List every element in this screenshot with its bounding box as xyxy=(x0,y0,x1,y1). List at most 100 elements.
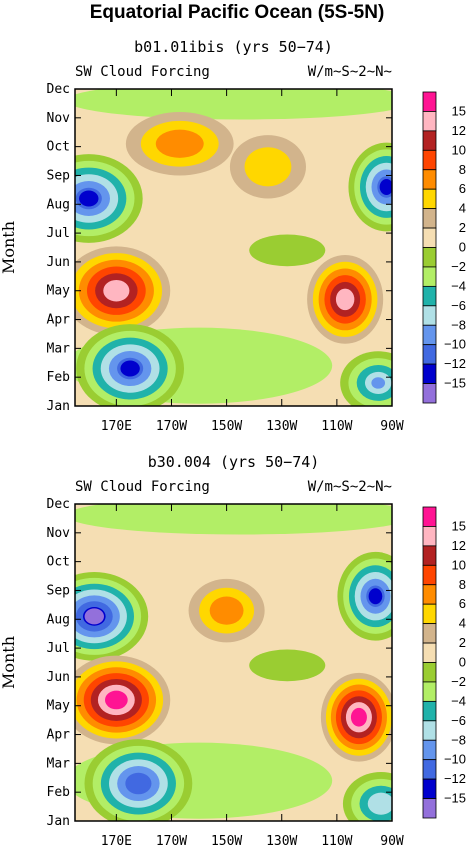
x-tick-label: 90W xyxy=(380,834,404,849)
contour-feature xyxy=(75,655,171,745)
plot-frame xyxy=(74,503,393,822)
contour-feature xyxy=(125,112,234,176)
colorbar-2: 15 12 10 8 6 4 2 0 −2 −4 −6 −8 −10 −12 −15 xyxy=(422,506,466,819)
colorbar-label: −4 xyxy=(451,278,466,293)
contour-feature xyxy=(307,254,384,344)
y-tick-label: May xyxy=(47,699,71,714)
colorbar-label: 10 xyxy=(452,142,466,157)
colorbar-box xyxy=(422,584,437,605)
colorbar-box xyxy=(422,700,437,722)
colorbar-box xyxy=(422,545,437,566)
band-mid xyxy=(249,649,326,682)
colorbar-box xyxy=(422,208,437,229)
colorbar-box xyxy=(422,642,437,663)
contour-core xyxy=(219,604,234,617)
colorbar-box xyxy=(422,130,437,151)
colorbar-box xyxy=(422,247,437,268)
contour-feature xyxy=(342,772,392,821)
band-mid xyxy=(249,234,326,267)
contour-core xyxy=(352,709,366,726)
plot-frame xyxy=(74,88,393,407)
colorbar-box xyxy=(422,91,437,112)
contour-core xyxy=(368,588,383,605)
colorbar-label: 10 xyxy=(452,557,466,572)
contour-core xyxy=(106,282,127,299)
colorbar-box xyxy=(422,169,437,190)
colorbar-label: −10 xyxy=(444,752,466,767)
contour-core xyxy=(79,190,99,207)
contour-feature xyxy=(229,135,306,199)
x-tick-label: 110W xyxy=(321,834,352,849)
colorbar-label: −8 xyxy=(451,732,466,747)
colorbar-label: −15 xyxy=(444,376,466,391)
colorbar-label: −6 xyxy=(451,713,466,728)
y-axis-label: Month xyxy=(0,221,18,274)
contour-core xyxy=(338,291,352,308)
left-label: SW Cloud Forcing xyxy=(75,479,210,495)
colorbar-box xyxy=(422,720,437,741)
colorbar-label: 6 xyxy=(459,596,466,611)
colorbar-label: 8 xyxy=(459,577,466,592)
colorbar-box xyxy=(422,149,437,171)
colorbar-1: 15 12 10 8 6 4 2 0 −2 −4 −6 −8 −10 −12 −15 xyxy=(422,91,466,404)
y-tick-label: Nov xyxy=(47,111,71,126)
y-tick-label: Aug xyxy=(47,197,70,212)
y-tick-label: Apr xyxy=(47,728,71,743)
colorbar-box xyxy=(422,662,437,683)
y-tick-label: May xyxy=(47,284,71,299)
left-label: SW Cloud Forcing xyxy=(75,64,210,80)
colorbar-label: −15 xyxy=(444,791,466,806)
contour-feature xyxy=(75,246,171,336)
colorbar-box xyxy=(422,506,437,527)
colorbars: 15 12 10 8 6 4 2 0 −2 −4 −6 −8 −10 −12 −15 15 12 10 8 6 4 2 0 −… xyxy=(422,91,466,819)
contour-feature xyxy=(340,351,392,406)
colorbar-box xyxy=(422,798,437,819)
panel-title: b01.01ibis (yrs 50−74) xyxy=(134,38,333,56)
colorbar-label: 15 xyxy=(452,103,466,118)
colorbar-box xyxy=(422,603,437,625)
colorbar-box xyxy=(422,759,437,780)
y-axis-label: Month xyxy=(0,636,18,689)
plots: b01.01ibis (yrs 50−74) SW Cloud Forcing W/… xyxy=(0,38,404,849)
colorbar-label: −6 xyxy=(451,298,466,313)
colorbar-box xyxy=(422,324,437,346)
colorbar-label: −10 xyxy=(444,337,466,352)
x-tick-label: 90W xyxy=(380,419,404,434)
x-tick-label: 130W xyxy=(266,834,297,849)
right-label: W/m~S~2~N~ xyxy=(308,64,392,80)
colorbar-label: 15 xyxy=(452,518,466,533)
contour-feature xyxy=(76,324,185,406)
panel-title: b30.004 (yrs 50−74) xyxy=(148,453,320,471)
contour-feature xyxy=(337,551,392,641)
colorbar-label: −12 xyxy=(444,356,466,371)
plot-panel-1: b01.01ibis (yrs 50−74) SW Cloud Forcing W/… xyxy=(0,38,404,434)
contour-core xyxy=(84,608,104,625)
colorbar-label: −8 xyxy=(451,317,466,332)
colorbar-label: 0 xyxy=(459,240,466,255)
contour-core xyxy=(120,360,140,377)
y-tick-label: Aug xyxy=(47,612,70,627)
x-tick-label: 150W xyxy=(211,419,242,434)
right-label: W/m~S~2~N~ xyxy=(308,479,392,495)
y-tick-label: Jun xyxy=(47,670,70,685)
colorbar-label: 8 xyxy=(459,162,466,177)
colorbar-box xyxy=(422,227,437,248)
x-tick-label: 130W xyxy=(266,419,297,434)
contour-field xyxy=(75,504,392,821)
contour-feature xyxy=(188,578,265,643)
x-tick-label: 170E xyxy=(101,419,132,434)
colorbar-box xyxy=(422,778,437,799)
y-tick-label: Jul xyxy=(47,226,70,241)
colorbar-box xyxy=(422,739,437,761)
contour-core xyxy=(261,161,275,173)
y-tick-label: Feb xyxy=(47,785,71,800)
figure-title: Equatorial Pacific Ocean (5S-5N) xyxy=(90,2,385,23)
y-tick-label: Jun xyxy=(47,255,70,270)
y-tick-label: Jul xyxy=(47,641,70,656)
y-tick-label: Sep xyxy=(47,583,71,598)
x-tick-label: 170W xyxy=(156,834,187,849)
x-tick-label: 170W xyxy=(156,419,187,434)
colorbar-label: 6 xyxy=(459,181,466,196)
contour-field xyxy=(75,89,392,406)
colorbar-label: 4 xyxy=(459,616,466,631)
